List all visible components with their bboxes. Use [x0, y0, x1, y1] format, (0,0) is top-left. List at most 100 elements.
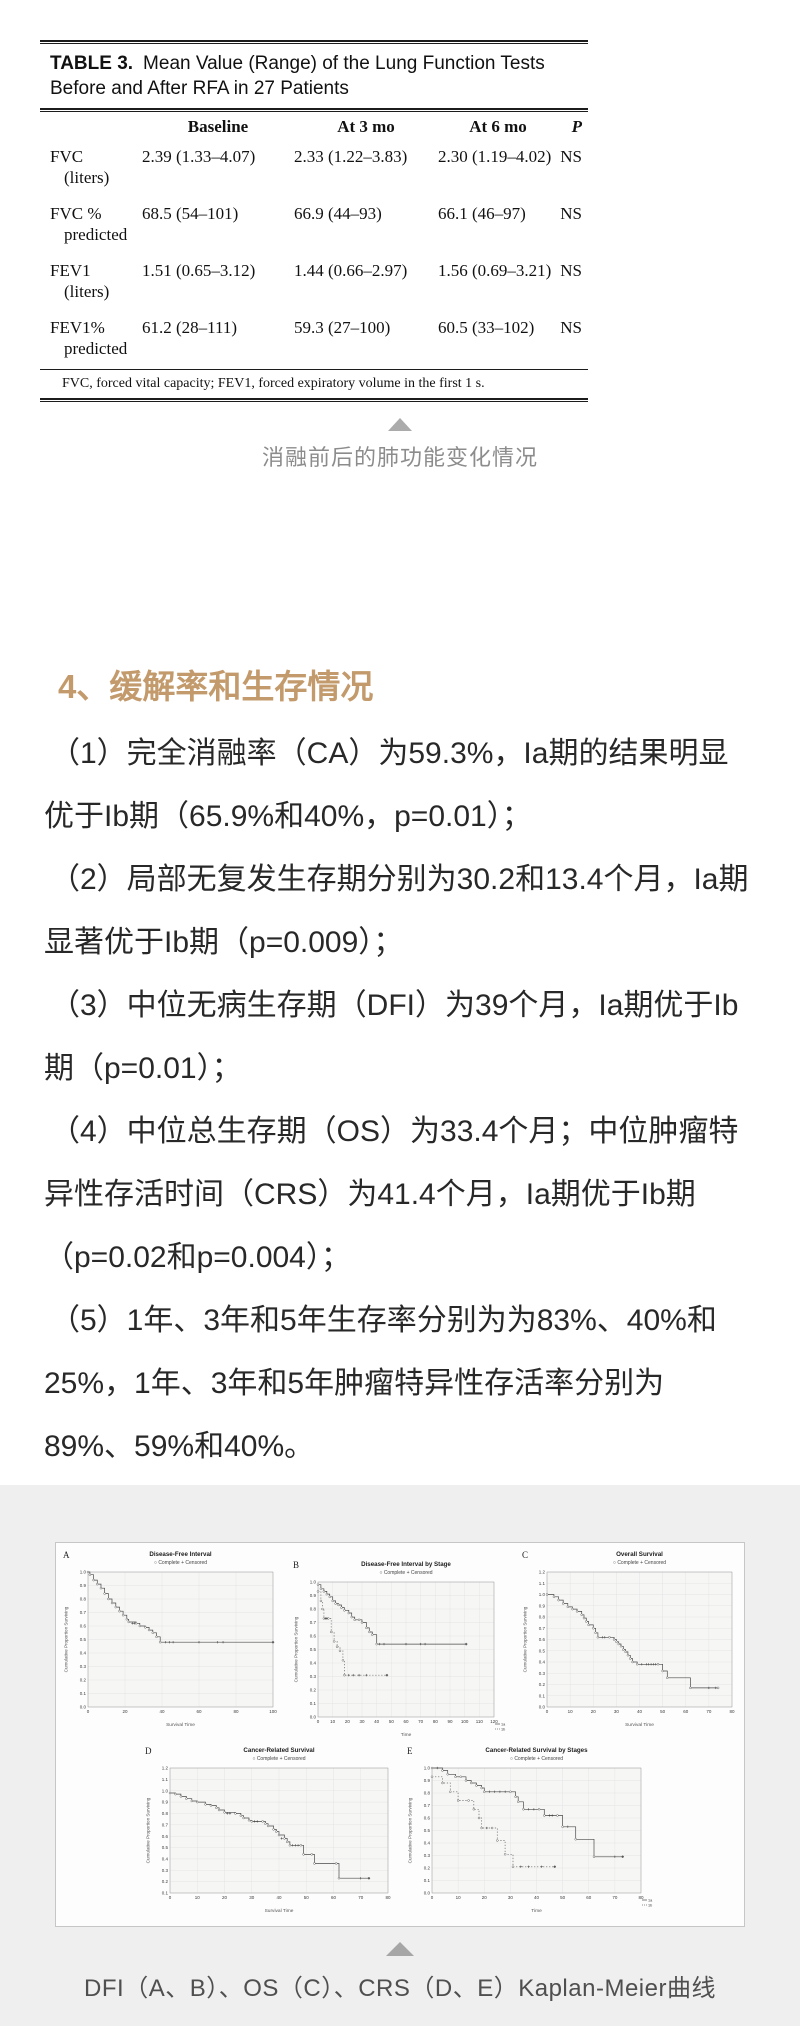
- svg-text:1.0: 1.0: [80, 1570, 87, 1575]
- paragraph-3: （3）中位无病生存期（DFI）为39个月，Ia期优于Ib期（p=0.01）；: [44, 989, 739, 1085]
- svg-text:20: 20: [122, 1709, 128, 1714]
- svg-text:0.8: 0.8: [424, 1791, 431, 1796]
- cell-6mo: 1.56 (0.69–3.21): [438, 261, 552, 280]
- svg-text:0: 0: [316, 1719, 319, 1724]
- svg-text:0.5: 0.5: [309, 1647, 316, 1652]
- svg-text:0.9: 0.9: [162, 1800, 169, 1805]
- table-rule: [40, 369, 588, 370]
- km-chart-overall-survival: 0 10 20 30 40 50 60 70 80 0.0 0.1 0.2 0.3 0.4 0.5 0.6 0.…: [520, 1547, 739, 1739]
- svg-text:10: 10: [568, 1709, 574, 1714]
- svg-text:1.2: 1.2: [539, 1570, 546, 1575]
- svg-text:50: 50: [560, 1895, 566, 1900]
- svg-text:80: 80: [233, 1709, 239, 1714]
- table-header-row: Baseline At 3 mo At 6 mo P: [40, 112, 588, 141]
- svg-text:80: 80: [432, 1719, 438, 1724]
- svg-text:0.6: 0.6: [80, 1624, 87, 1629]
- svg-text:1.0: 1.0: [424, 1766, 431, 1771]
- svg-text:0: 0: [87, 1709, 90, 1714]
- article-page: TABLE 3. Mean Value (Range) of the Lung F…: [0, 40, 800, 2026]
- table-row-fev1-pct: FEV1% predicted 61.2 (28–111) 59.3 (27–10…: [40, 312, 588, 369]
- cell-baseline: 68.5 (54–101): [142, 204, 239, 223]
- svg-text:0: 0: [431, 1895, 434, 1900]
- svg-text:0.6: 0.6: [309, 1634, 316, 1639]
- svg-text:0.1: 0.1: [162, 1891, 169, 1896]
- svg-text:0.7: 0.7: [539, 1626, 546, 1631]
- svg-text:50: 50: [304, 1895, 310, 1900]
- svg-text:0.8: 0.8: [162, 1811, 169, 1816]
- cell-6mo: 66.1 (46–97): [438, 204, 526, 223]
- svg-text:Time: Time: [400, 1732, 411, 1738]
- cell-6mo: 2.30 (1.19–4.02): [438, 147, 552, 166]
- svg-text:100: 100: [460, 1719, 468, 1724]
- svg-text:60: 60: [331, 1895, 337, 1900]
- svg-text:0.4: 0.4: [424, 1841, 431, 1846]
- cell-3mo: 59.3 (27–100): [294, 318, 391, 337]
- row-sublabel: predicted: [64, 339, 128, 358]
- svg-text:0.5: 0.5: [80, 1637, 87, 1642]
- lung-function-data-table: Baseline At 3 mo At 6 mo P FVC (liters) 2…: [40, 112, 588, 369]
- svg-text:1b: 1b: [501, 1728, 505, 1732]
- svg-text:70: 70: [358, 1895, 364, 1900]
- svg-text:30: 30: [508, 1895, 514, 1900]
- svg-text:110: 110: [475, 1719, 483, 1724]
- svg-text:Cumulative Proportion Survivin: Cumulative Proportion Surviving: [408, 1797, 413, 1863]
- svg-text:10: 10: [195, 1895, 201, 1900]
- table-row-fev1: FEV1 (liters) 1.51 (0.65–3.12) 1.44 (0.66…: [40, 255, 588, 312]
- svg-text:0.3: 0.3: [539, 1671, 546, 1676]
- svg-text:Survival Time: Survival Time: [265, 1908, 294, 1914]
- svg-text:60: 60: [683, 1709, 689, 1714]
- svg-text:30: 30: [249, 1895, 255, 1900]
- svg-text:90: 90: [447, 1719, 453, 1724]
- svg-text:0.9: 0.9: [80, 1583, 87, 1588]
- svg-text:0.7: 0.7: [309, 1620, 316, 1625]
- svg-text:0.1: 0.1: [80, 1691, 87, 1696]
- svg-text:Cancer-Related Survival: Cancer-Related Survival: [243, 1747, 314, 1754]
- svg-text:0.9: 0.9: [424, 1778, 431, 1783]
- svg-text:0.2: 0.2: [309, 1688, 316, 1693]
- km-chart-cancer-related-survival: 0 10 20 30 40 50 60 70 80 0.1 0.2 0.3 0.4 0.5 0.6 0.7 0.…: [143, 1743, 395, 1915]
- svg-text:1a: 1a: [501, 1723, 506, 1727]
- svg-text:Survival Time: Survival Time: [166, 1722, 195, 1728]
- row-sublabel: (liters): [64, 282, 110, 301]
- svg-text:20: 20: [344, 1719, 350, 1724]
- up-triangle-icon: [386, 1942, 414, 1956]
- svg-text:B: B: [293, 1560, 299, 1570]
- svg-text:0.0: 0.0: [539, 1705, 546, 1710]
- table-caption-block: 消融前后的肺功能变化情况: [0, 418, 800, 472]
- svg-text:10: 10: [456, 1895, 462, 1900]
- table-number: TABLE 3.: [50, 53, 134, 74]
- section-heading: 4、缓解率和生存情况: [58, 668, 374, 705]
- svg-text:E: E: [407, 1746, 413, 1756]
- svg-text:Cumulative Proportion Survivin: Cumulative Proportion Surviving: [64, 1606, 69, 1672]
- table-bottom-rule: [40, 398, 588, 402]
- column-header-3mo: At 3 mo: [337, 117, 395, 136]
- svg-text:Overall Survival: Overall Survival: [616, 1551, 663, 1558]
- svg-text:0.6: 0.6: [539, 1637, 546, 1642]
- svg-text:0.5: 0.5: [539, 1648, 546, 1653]
- svg-text:80: 80: [729, 1709, 735, 1714]
- lung-function-table: TABLE 3. Mean Value (Range) of the Lung F…: [40, 40, 588, 402]
- svg-text:○ Complete + Censored: ○ Complete + Censored: [154, 1560, 207, 1566]
- table-row-fvc: FVC (liters) 2.39 (1.33–4.07) 2.33 (1.22–…: [40, 141, 588, 198]
- svg-text:30: 30: [614, 1709, 620, 1714]
- svg-text:A: A: [63, 1550, 70, 1560]
- table-row-fvc-pct: FVC % predicted 68.5 (54–101) 66.9 (44–93…: [40, 198, 588, 255]
- cell-p: NS: [560, 147, 582, 166]
- cell-baseline: 61.2 (28–111): [142, 318, 238, 337]
- svg-text:1.2: 1.2: [162, 1766, 169, 1771]
- svg-text:60: 60: [403, 1719, 409, 1724]
- svg-text:Cumulative Proportion Survivin: Cumulative Proportion Surviving: [146, 1797, 151, 1863]
- svg-text:1.0: 1.0: [539, 1592, 546, 1597]
- svg-text:40: 40: [276, 1895, 282, 1900]
- svg-text:Time: Time: [531, 1908, 542, 1914]
- table-caption: 消融前后的肺功能变化情况: [261, 445, 538, 470]
- svg-text:0.1: 0.1: [539, 1693, 546, 1698]
- svg-text:○ Complete + Censored: ○ Complete + Censored: [510, 1756, 563, 1762]
- svg-text:70: 70: [612, 1895, 618, 1900]
- svg-text:0.3: 0.3: [80, 1664, 87, 1669]
- svg-text:40: 40: [374, 1719, 380, 1724]
- svg-text:0.0: 0.0: [309, 1715, 316, 1720]
- svg-text:40: 40: [637, 1709, 643, 1714]
- paragraph-5: （5）1年、3年和5年生存率分别为为83%、40%和25%，1年、3年和5年肿瘤…: [44, 1304, 717, 1463]
- cell-p: NS: [560, 261, 582, 280]
